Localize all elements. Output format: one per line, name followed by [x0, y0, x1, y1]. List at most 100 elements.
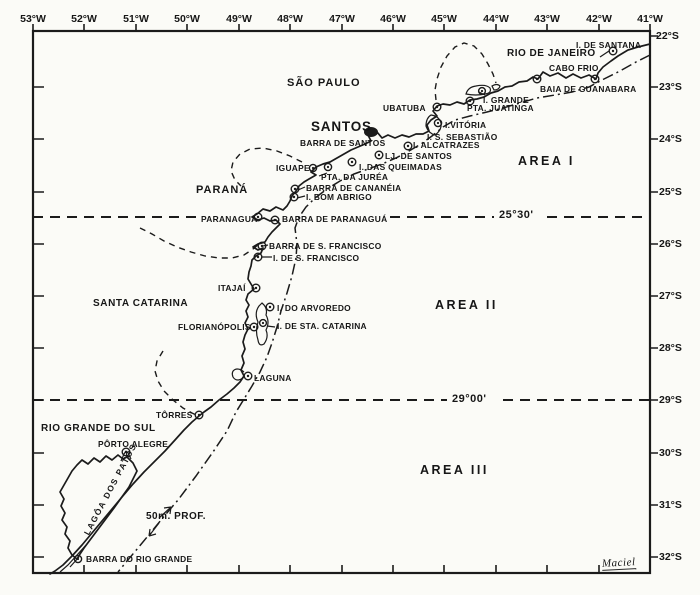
- label-barra-de-santos: BARRA DE SANTOS: [300, 138, 386, 148]
- axis-label-lon-47w: 47°W: [329, 13, 355, 25]
- marker-i-alcatrazes: [403, 141, 413, 151]
- laguna-lagoon-squiggle: [231, 368, 245, 381]
- ilha-santa-catarina-outline: [255, 302, 269, 346]
- label-barra-do-rio-grande: BARRA DO RIO GRANDE: [86, 554, 193, 564]
- marker-paranagua: [253, 212, 263, 222]
- marker-iguape-east: [323, 162, 333, 172]
- axis-label-lon-44w: 44°W: [483, 13, 509, 25]
- boundary-rj-sp: [434, 42, 497, 101]
- axis-label-lon-45w: 45°W: [431, 13, 457, 25]
- label-barra-de-s-francisco: BARRA DE S. FRANCISCO: [269, 241, 382, 251]
- label-iguape: IGUAPE: [276, 163, 310, 173]
- label-porto-alegre: PÔRTO ALEGRE: [98, 439, 169, 449]
- marker-lj-de-santos: [374, 150, 384, 160]
- boundary-pr-sc: [139, 227, 261, 259]
- label-i-de-santana: I. DE SANTANA: [576, 40, 642, 50]
- marker-i-de-santana: [608, 46, 618, 56]
- boundary-sc-rs: [154, 350, 199, 417]
- depth-contour-50m: [117, 54, 651, 573]
- ilha-grande-outline: [465, 83, 501, 96]
- label-paranagua: PARANAGUÁ: [201, 214, 258, 224]
- label-lj-de-santos: LJ. DE SANTOS: [385, 151, 453, 161]
- label-i-de-sta-catarina: I. DE STA. CATARINA: [277, 321, 367, 331]
- axis-label-lon-53w: 53°W: [20, 13, 46, 25]
- marker-i-de-s-francisco: [253, 252, 263, 262]
- cartographer-signature: Maciel: [601, 556, 636, 571]
- label-santa-catarina: SANTA CATARINA: [93, 298, 189, 309]
- axis-label-lon-51w: 51°W: [123, 13, 149, 25]
- label-florianopolis: FLORIANÓPOLIS: [178, 322, 251, 332]
- axis-label-lat-31s: 31°S: [659, 499, 682, 511]
- barrier-inner-shore: [59, 544, 87, 573]
- axis-label-lon-42w: 42°W: [586, 13, 612, 25]
- label-i-bom-abrigo: I. BOM ABRIGO: [306, 192, 372, 202]
- marker-baia-de-guanabara: [532, 74, 542, 84]
- label-pta-juatinga: PTA. JUATINGA: [467, 103, 534, 113]
- label-i-do-arvoredo: I. DO ARVOREDO: [277, 303, 352, 313]
- label-torres: TÔRRES: [156, 410, 193, 420]
- marker-i-do-arvoredo: [265, 302, 275, 312]
- label-parallel-25-30: 25°30': [497, 209, 536, 221]
- marker-i-vitoria: [433, 118, 443, 128]
- station-markers: [73, 46, 618, 564]
- label-pta-da-jurea: PTA. DA JURÉA: [321, 172, 389, 182]
- label-i-s-sebastiao: I. S. SEBASTIÃO: [427, 132, 498, 142]
- label-baia-de-guanabara: BAIA DE GUANABARA: [540, 84, 637, 94]
- left-axis-ticks: [34, 86, 44, 558]
- axis-label-lat-22s: 22°S: [656, 30, 679, 42]
- axis-label-lon-50w: 50°W: [174, 13, 200, 25]
- marker-i-das-queimadas: [347, 157, 357, 167]
- label-itajai: ITAJAÍ: [218, 283, 246, 293]
- marker-ubatuba: [432, 102, 442, 112]
- label-ubatuba: UBATUBA: [383, 103, 426, 113]
- label-rio-de-janeiro: RIO DE JANEIRO: [507, 48, 596, 59]
- marker-cabo-frio: [590, 74, 600, 84]
- contour-arrow-ne: [158, 506, 172, 519]
- label-area-iii: AREA III: [420, 463, 489, 477]
- axis-label-lon-46w: 46°W: [380, 13, 406, 25]
- axis-label-lon-48w: 48°W: [277, 13, 303, 25]
- coastline-path: [49, 43, 651, 575]
- marker-itajai: [251, 283, 261, 293]
- axis-label-lat-27s: 27°S: [659, 290, 682, 302]
- axis-label-lat-30s: 30°S: [659, 447, 682, 459]
- axis-label-lat-26s: 26°S: [659, 238, 682, 250]
- marker-i-bom-abrigo: [289, 192, 299, 202]
- marker-pta-juatinga: [465, 96, 475, 106]
- right-axis-ticks: [650, 35, 658, 558]
- axis-label-lat-23s: 23°S: [659, 81, 682, 93]
- label-barra-de-cananeia: BARRA DE CANANÉIA: [306, 183, 402, 193]
- axis-label-lon-41w: 41°W: [637, 13, 663, 25]
- label-sao-paulo: SÃO PAULO: [287, 77, 361, 89]
- marker-barra-do-rio-grande: [73, 554, 83, 564]
- label-laguna: LAGUNA: [254, 373, 292, 383]
- marker-florianopolis: [249, 322, 259, 332]
- boundary-sp-pr: [230, 147, 303, 187]
- label-i-grande: I. GRANDE: [483, 95, 529, 105]
- label-i-de-s-francisco: I. DE S. FRANCISCO: [273, 253, 360, 263]
- axis-label-lat-24s: 24°S: [659, 133, 682, 145]
- marker-barra-de-s-francisco: [257, 241, 267, 251]
- marker-i-de-sta-catarina: [258, 318, 268, 328]
- axis-label-lon-43w: 43°W: [534, 13, 560, 25]
- label-area-i: AREA I: [518, 154, 575, 168]
- label-cabo-frio: CABO FRIO: [549, 63, 599, 73]
- label-parallel-29-00: 29°00': [450, 393, 489, 405]
- label-i-vitoria: I.VITÓRIA: [445, 120, 487, 130]
- axis-label-lon-52w: 52°W: [71, 13, 97, 25]
- santos-harbor-marker: [364, 127, 378, 137]
- marker-iguape-west: [308, 163, 318, 173]
- marker-barra-de-paranagua: [270, 215, 280, 225]
- marker-i-grande: [477, 86, 487, 96]
- axis-label-lon-49w: 49°W: [226, 13, 252, 25]
- marker-porto-alegre: [121, 447, 131, 457]
- label-santos: SANTOS: [311, 119, 372, 134]
- marker-torres: [194, 410, 204, 420]
- top-axis-ticks: [32, 24, 651, 31]
- label-area-ii: AREA II: [435, 298, 498, 312]
- axis-label-lat-25s: 25°S: [659, 186, 682, 198]
- axis-label-lat-29s: 29°S: [659, 394, 682, 406]
- label-i-das-queimadas: I. DAS QUEIMADAS: [359, 162, 442, 172]
